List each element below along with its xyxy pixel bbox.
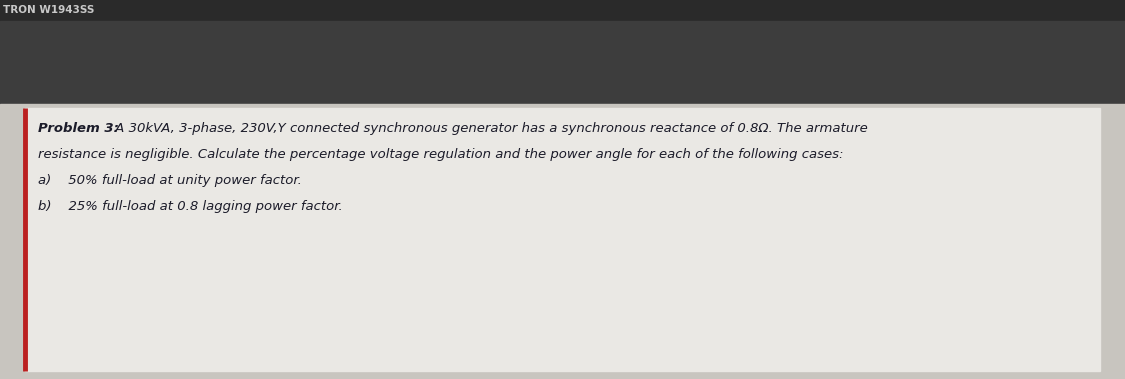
Bar [0,21,1125,104]
Text: b)    25% full-load at 0.8 lagging power factor.: b) 25% full-load at 0.8 lagging power fa… [38,200,343,213]
Text: TRON W1943SS: TRON W1943SS [3,5,94,16]
Text: a)    50% full-load at unity power factor.: a) 50% full-load at unity power factor. [38,174,303,187]
Bar [0,0,1125,21]
Bar [0,104,1125,379]
Bar [25,108,1100,371]
Text: A 30kVA, 3-phase, 230V,Y connected synchronous generator has a synchronous react: A 30kVA, 3-phase, 230V,Y connected synch… [111,122,868,135]
Text: Problem 3:: Problem 3: [38,122,119,135]
Text: resistance is negligible. Calculate the percentage voltage regulation and the po: resistance is negligible. Calculate the … [38,148,844,161]
